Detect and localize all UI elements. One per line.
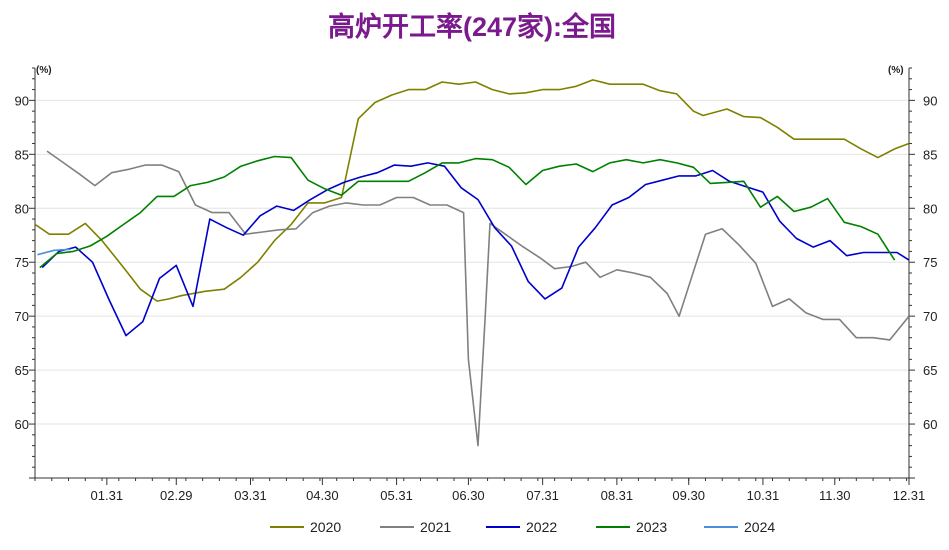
x-tick-label-09.30: 09.30 [672,488,705,503]
y-tick-left-65: 65 [15,363,29,378]
series-line-2021 [46,150,910,447]
legend-label-2023: 2023 [636,519,667,535]
y-tick-left-70: 70 [15,309,29,324]
legend: 2020 2021 2022 2023 2024 [270,519,775,535]
x-tick-label-06.30: 06.30 [452,488,485,503]
y-tick-right-65: 65 [923,363,937,378]
series-line-2020 [34,79,910,302]
series-lines [34,79,910,447]
grid-lines [35,99,909,425]
x-tick-label-07.31: 07.31 [526,488,559,503]
y-tick-right-80: 80 [923,201,937,216]
right-axis-unit: (%) [888,65,904,76]
y-tick-right-85: 85 [923,147,937,162]
x-tick-label-04.30: 04.30 [306,488,339,503]
legend-label-2022: 2022 [526,519,557,535]
y-tick-left-75: 75 [15,255,29,270]
x-tick-label-08.31: 08.31 [601,488,634,503]
x-tick-label-02.29: 02.29 [160,488,193,503]
y-tick-right-75: 75 [923,255,937,270]
y-tick-right-70: 70 [923,309,937,324]
chart-title: 高炉开工率(247家):全国 [328,11,616,42]
y-tick-left-60: 60 [15,417,29,432]
x-tick-label-03.31: 03.31 [234,488,267,503]
x-tick-label-11.30: 11.30 [819,488,851,503]
series-line-2024 [37,248,71,256]
series-line-2023 [39,155,896,269]
series-line-2022 [41,162,910,337]
left-axis-unit: (%) [36,65,52,76]
y-tick-left-90: 90 [15,93,29,108]
y-tick-left-80: 80 [15,201,29,216]
x-tick-label-01.31: 01.31 [91,488,124,503]
x-tick-label-05.31: 05.31 [380,488,413,503]
axes: 60 60 65 65 70 70 75 75 80 80 85 85 90 90 01.31 02.29 03… [15,67,937,503]
legend-label-2024: 2024 [744,519,775,535]
legend-label-2021: 2021 [420,519,451,535]
y-tick-right-90: 90 [923,93,937,108]
x-tick-label-12.31: 12.31 [893,488,926,503]
legend-label-2020: 2020 [310,519,341,535]
y-tick-right-60: 60 [923,417,937,432]
x-tick-label-10.31: 10.31 [747,488,780,503]
y-tick-left-85: 85 [15,147,29,162]
